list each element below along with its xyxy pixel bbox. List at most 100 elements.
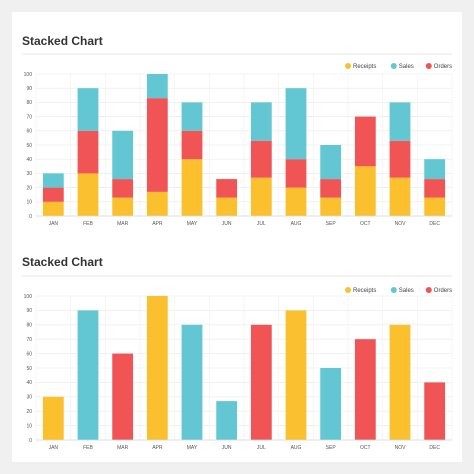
bar-receipts (389, 324, 411, 440)
y-tick-label: 40 (26, 380, 32, 386)
bar-segment-sales (181, 102, 203, 131)
bar-segment-sales (285, 88, 307, 160)
y-tick-label: 50 (26, 366, 32, 372)
legend-swatch (425, 63, 432, 69)
x-tick-label: FEB (83, 445, 93, 451)
x-tick-label: NOV (395, 445, 407, 451)
x-tick-label: APR (152, 221, 163, 227)
bar-segment-receipts (181, 159, 203, 216)
x-tick-label: SEP (326, 221, 337, 227)
bar-segment-sales (250, 102, 272, 141)
bar-segment-orders (424, 179, 446, 198)
bar-segment-sales (320, 145, 342, 180)
x-tick-label: OCT (360, 445, 371, 451)
bar-segment-orders (112, 179, 134, 198)
y-tick-label: 80 (26, 323, 32, 329)
legend-swatch (425, 287, 432, 293)
bar-segment-sales (77, 88, 99, 131)
x-tick-label: JUL (257, 221, 266, 227)
bar-segment-receipts (146, 191, 168, 216)
y-tick-label: 0 (29, 438, 32, 444)
x-tick-label: AUG (291, 445, 302, 451)
x-tick-label: OCT (360, 221, 371, 227)
y-tick-label: 100 (24, 72, 33, 78)
bar-segment-receipts (42, 201, 64, 216)
stacked-bar-chart: Receipts Sales Orders 0 10 20 30 40 50 60 70 80 90 10… (22, 53, 453, 227)
x-tick-label: JUN (222, 221, 232, 227)
bar-segment-sales (424, 159, 446, 180)
x-tick-label: MAR (117, 221, 128, 227)
x-tick-label: FEB (83, 221, 93, 227)
y-tick-label: 90 (26, 308, 32, 314)
bar-segment-orders (389, 140, 411, 178)
legend-swatch (345, 287, 351, 293)
legend-swatch (390, 287, 397, 293)
bar-orders (250, 324, 272, 440)
bar-orders (354, 339, 376, 440)
bar-receipts (285, 310, 307, 440)
bar-segment-orders (216, 179, 238, 198)
y-tick-label: 0 (29, 214, 32, 220)
bar-segment-receipts (250, 177, 272, 216)
y-tick-label: 50 (26, 143, 32, 149)
x-tick-label: NOV (395, 221, 407, 227)
bar-receipts (146, 296, 168, 440)
x-tick-label: APR (152, 445, 163, 451)
legend-swatch (345, 63, 351, 69)
bar-segment-orders (354, 116, 376, 167)
y-tick-label: 100 (24, 294, 33, 300)
y-tick-label: 90 (26, 86, 32, 92)
bar-chart: Receipts Sales Orders 0 10 20 30 40 50 60 70 80 90 10… (22, 275, 453, 451)
bar-orders (424, 382, 446, 440)
bar-segment-sales (42, 173, 64, 188)
chart-title: Stacked Chart (22, 34, 103, 48)
bar-receipts (42, 396, 64, 440)
y-tick-label: 20 (26, 409, 32, 415)
bar-sales (77, 310, 99, 440)
y-tick-label: 60 (26, 129, 32, 135)
y-tick-label: 70 (26, 337, 32, 343)
x-tick-label: DEC (429, 445, 440, 451)
x-tick-label: MAY (187, 221, 198, 227)
legend-label: Sales (399, 64, 414, 70)
bar-chart-panel: Stacked Chart Receipts Sales Orders 0 10 20 30… (12, 224, 462, 462)
bar-segment-receipts (424, 197, 446, 216)
legend-label: Orders (434, 64, 452, 70)
y-tick-label: 30 (26, 395, 32, 401)
bar-segment-receipts (320, 197, 342, 216)
bar-segment-orders (320, 179, 342, 198)
legend-swatch (390, 63, 397, 69)
bar-segment-orders (77, 130, 99, 174)
bar-segment-orders (42, 187, 64, 202)
bar-segment-orders (285, 159, 307, 188)
y-tick-label: 40 (26, 157, 32, 163)
bar-sales (181, 324, 203, 440)
bar-segment-receipts (77, 173, 99, 216)
bar-sales (320, 368, 342, 440)
x-tick-label: MAR (117, 445, 128, 451)
y-tick-label: 10 (26, 423, 32, 429)
bar-sales (216, 401, 238, 440)
bar-segment-receipts (285, 187, 307, 216)
x-tick-label: AUG (291, 221, 302, 227)
x-tick-label: MAY (187, 445, 198, 451)
bar-segment-receipts (112, 197, 134, 216)
bar-segment-receipts (389, 177, 411, 216)
bar-segment-orders (250, 140, 272, 178)
bar-segment-sales (112, 130, 134, 180)
legend-label: Receipts (353, 288, 376, 294)
chart-canvas: Stacked Chart Receipts Sales Orders 0 10 20 30… (12, 12, 462, 462)
x-tick-label: JUN (222, 445, 232, 451)
y-tick-label: 20 (26, 185, 32, 191)
bar-orders (112, 353, 134, 440)
y-tick-label: 30 (26, 171, 32, 177)
stacked-chart-panel: Stacked Chart Receipts Sales Orders 0 10 20 30… (12, 12, 462, 234)
legend-label: Sales (399, 288, 414, 294)
bar-segment-receipts (216, 197, 238, 216)
x-tick-label: JAN (49, 445, 59, 451)
chart-title: Stacked Chart (22, 255, 103, 269)
y-tick-label: 10 (26, 200, 32, 206)
y-tick-label: 60 (26, 351, 32, 357)
bar-segment-sales (389, 102, 411, 141)
x-tick-label: SEP (326, 445, 337, 451)
